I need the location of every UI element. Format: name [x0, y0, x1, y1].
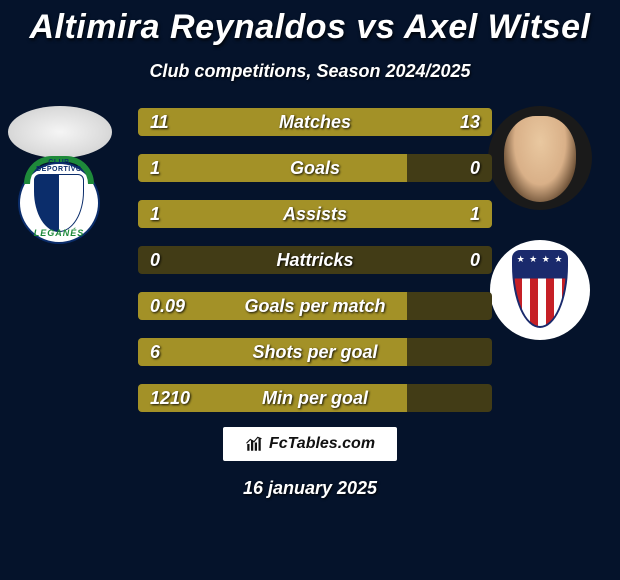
player-left-photo [8, 106, 112, 158]
stat-row: 11Matches13 [138, 108, 492, 136]
club-left-bottom-text: LEGANÉS [18, 228, 100, 238]
comparison-stage: CLUB DEPORTIVO LEGANÉS ★ ★ ★ ★ 11Matches… [0, 100, 620, 580]
stat-value-right: 0 [470, 154, 480, 182]
club-badge-right: ★ ★ ★ ★ [490, 240, 590, 340]
stat-label: Matches [138, 108, 492, 136]
stat-value-right: 0 [470, 246, 480, 274]
stat-row: 1Goals0 [138, 154, 492, 182]
stat-label: Goals per match [138, 292, 492, 320]
brand-box[interactable]: FcTables.com [222, 426, 398, 462]
stat-rows: 11Matches131Goals01Assists10Hattricks00.… [138, 108, 492, 430]
page-title: Altimira Reynaldos vs Axel Witsel [0, 0, 620, 47]
page-subtitle: Club competitions, Season 2024/2025 [0, 61, 620, 82]
stat-value-right: 13 [460, 108, 480, 136]
footer-date: 16 january 2025 [0, 478, 620, 499]
stat-row: 6Shots per goal [138, 338, 492, 366]
stat-label: Shots per goal [138, 338, 492, 366]
stat-label: Assists [138, 200, 492, 228]
chart-icon [245, 435, 263, 453]
stat-row: 1210Min per goal [138, 384, 492, 412]
stat-label: Hattricks [138, 246, 492, 274]
brand-text: FcTables.com [269, 435, 375, 453]
stat-row: 0Hattricks0 [138, 246, 492, 274]
stat-label: Min per goal [138, 384, 492, 412]
club-badge-left: CLUB DEPORTIVO LEGANÉS [18, 162, 100, 244]
stat-label: Goals [138, 154, 492, 182]
stat-row: 1Assists1 [138, 200, 492, 228]
stat-value-right: 1 [470, 200, 480, 228]
stat-row: 0.09Goals per match [138, 292, 492, 320]
club-left-arc-text: CLUB DEPORTIVO [30, 159, 88, 173]
club-right-stars: ★ ★ ★ ★ [490, 254, 590, 265]
player-right-photo [488, 106, 592, 210]
